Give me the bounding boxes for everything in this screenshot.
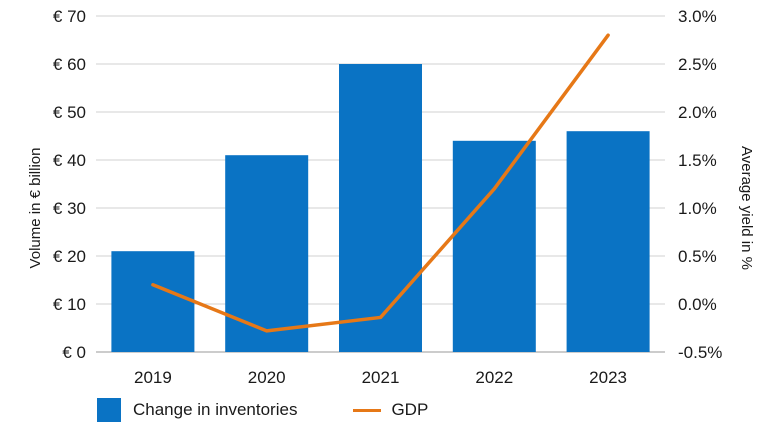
right-tick-label: -0.5% [678,343,722,362]
legend-bar-label: Change in inventories [133,400,298,419]
legend-line-label: GDP [391,400,429,419]
x-tick-label: 2019 [134,368,172,387]
right-axis-title: Average yield in % [738,146,755,270]
right-tick-label: 0.0% [678,295,717,314]
legend-item-bars: Change in inventories [97,398,297,422]
bar-series [111,64,650,352]
line-series [151,33,610,333]
legend-item-line: GDP [353,400,428,420]
x-tick-label: 2021 [362,368,400,387]
right-tick-label: 2.0% [678,103,717,122]
left-tick-label: € 50 [53,103,86,122]
left-axis-title: Volume in € billion [27,148,44,269]
left-tick-label: € 10 [53,295,86,314]
left-axis-ticks: € 0 € 10 € 20 € 30 € 40 € 50 € 60 € 70 [53,7,86,362]
right-axis-ticks: -0.5% 0.0% 0.5% 1.0% 1.5% 2.0% 2.5% 3.0% [678,7,722,362]
x-axis-ticks: 2019 2020 2021 2022 2023 [134,368,627,387]
bar [452,140,536,352]
left-tick-label: € 30 [53,199,86,218]
bar [111,251,195,352]
right-tick-label: 0.5% [678,247,717,266]
right-tick-label: 1.5% [678,151,717,170]
x-tick-label: 2020 [248,368,286,387]
bar [566,131,650,352]
x-tick-label: 2023 [589,368,627,387]
right-tick-label: 2.5% [678,55,717,74]
left-tick-label: € 0 [62,343,86,362]
right-tick-label: 1.0% [678,199,717,218]
left-tick-label: € 60 [53,55,86,74]
left-tick-label: € 20 [53,247,86,266]
x-tick-label: 2022 [475,368,513,387]
left-tick-label: € 40 [53,151,86,170]
legend-bar-swatch [97,398,121,422]
bar [225,155,309,352]
left-tick-label: € 70 [53,7,86,26]
legend: Change in inventories GDP [97,398,484,422]
right-tick-label: 3.0% [678,7,717,26]
legend-line-swatch [353,408,382,412]
bar [339,64,422,352]
